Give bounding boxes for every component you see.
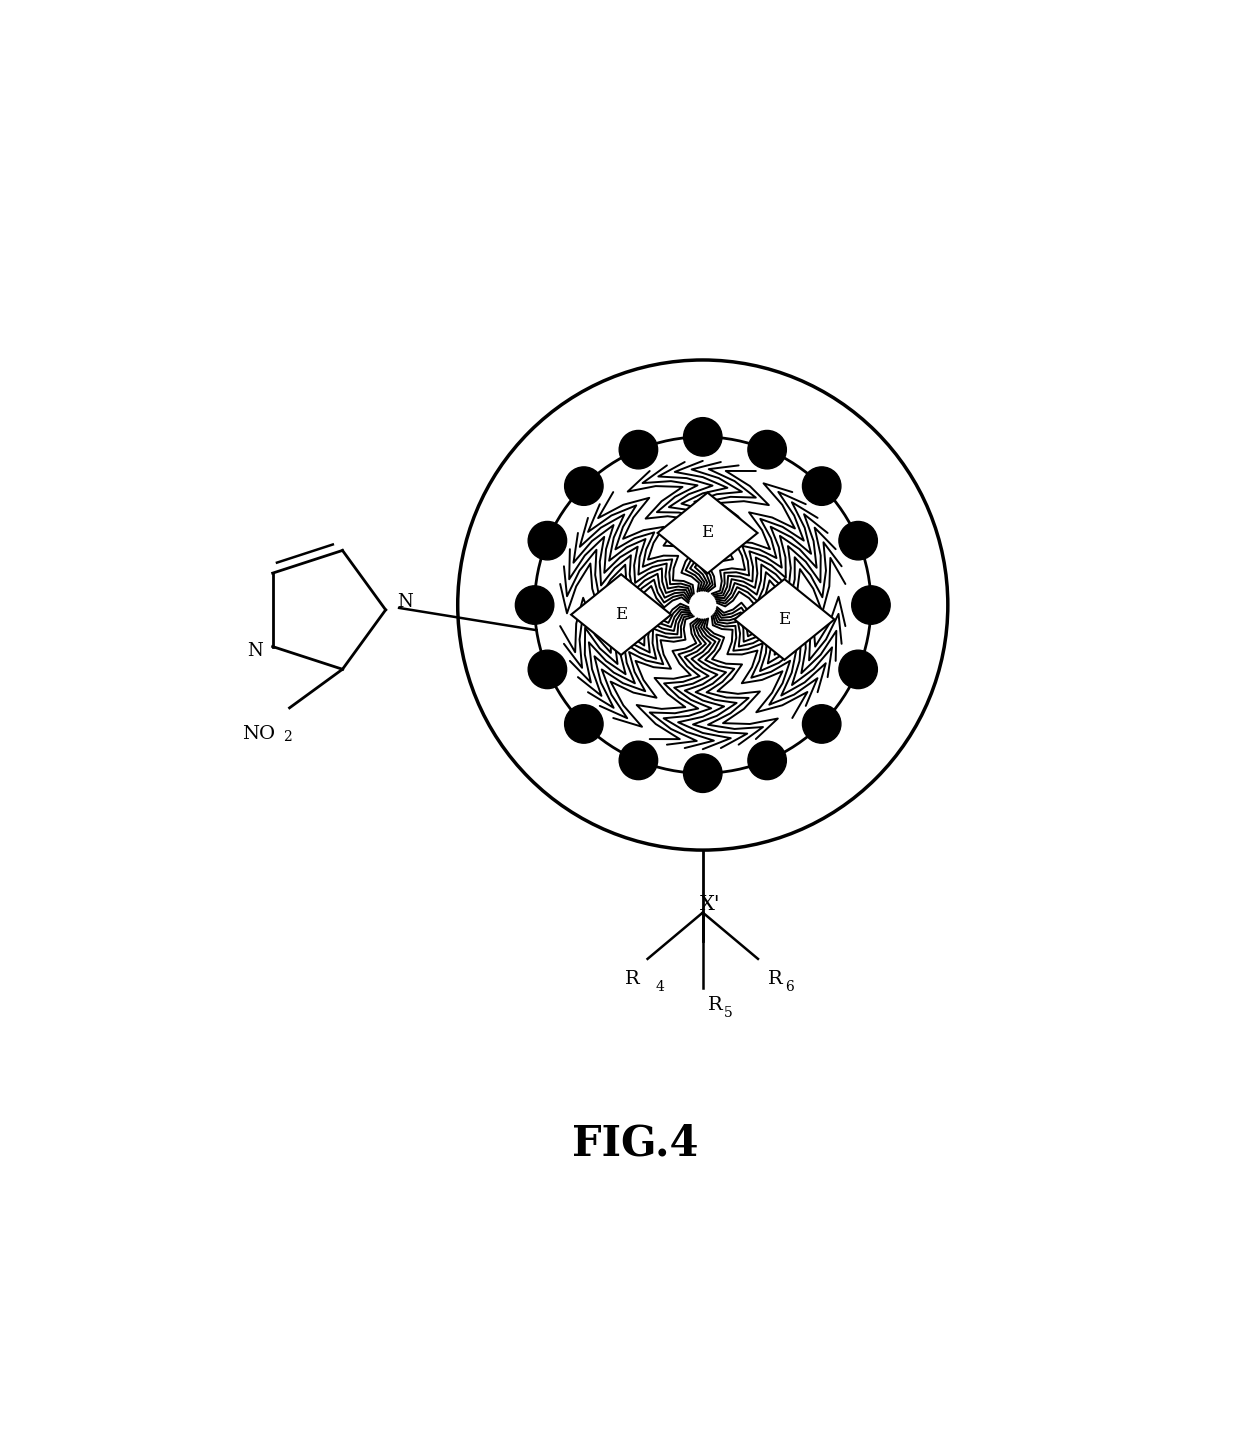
Text: E: E bbox=[615, 607, 627, 623]
Text: R: R bbox=[708, 995, 723, 1014]
Polygon shape bbox=[572, 575, 671, 655]
Circle shape bbox=[683, 418, 722, 455]
Text: R: R bbox=[768, 970, 782, 988]
Circle shape bbox=[619, 741, 657, 780]
Circle shape bbox=[683, 754, 722, 793]
Circle shape bbox=[748, 741, 786, 780]
Polygon shape bbox=[734, 579, 835, 659]
Text: 2: 2 bbox=[283, 730, 291, 744]
Polygon shape bbox=[657, 493, 758, 573]
Text: NO: NO bbox=[242, 725, 275, 744]
Circle shape bbox=[852, 586, 890, 624]
Circle shape bbox=[839, 650, 878, 688]
Circle shape bbox=[564, 704, 603, 744]
Text: E: E bbox=[702, 524, 714, 541]
Circle shape bbox=[802, 467, 841, 505]
Circle shape bbox=[839, 521, 878, 560]
Circle shape bbox=[516, 586, 554, 624]
Text: N: N bbox=[247, 642, 263, 661]
Text: N: N bbox=[397, 594, 413, 611]
Circle shape bbox=[619, 431, 657, 469]
Circle shape bbox=[564, 467, 603, 505]
Text: X': X' bbox=[701, 895, 720, 914]
Text: E: E bbox=[779, 611, 791, 629]
Circle shape bbox=[748, 431, 786, 469]
Text: 4: 4 bbox=[655, 981, 665, 994]
Text: 5: 5 bbox=[724, 1005, 733, 1020]
Text: R: R bbox=[625, 970, 640, 988]
Circle shape bbox=[528, 650, 567, 688]
Text: FIG.4: FIG.4 bbox=[572, 1122, 699, 1164]
Text: 6: 6 bbox=[785, 981, 794, 994]
Circle shape bbox=[528, 521, 567, 560]
Circle shape bbox=[802, 704, 841, 744]
